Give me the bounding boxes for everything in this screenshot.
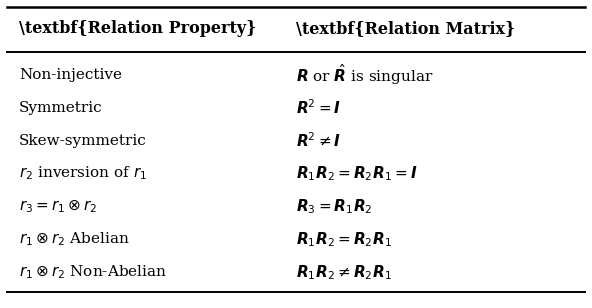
Text: Skew-symmetric: Skew-symmetric <box>19 134 147 148</box>
Text: $\boldsymbol{R}^2 \neq \boldsymbol{I}$: $\boldsymbol{R}^2 \neq \boldsymbol{I}$ <box>296 131 341 150</box>
Text: $r_2$ inversion of $r_1$: $r_2$ inversion of $r_1$ <box>19 165 147 182</box>
Text: \textbf{Relation Matrix}: \textbf{Relation Matrix} <box>296 20 515 37</box>
Text: \textbf{Relation Property}: \textbf{Relation Property} <box>19 20 256 37</box>
Text: $\boldsymbol{R}_1\boldsymbol{R}_2 \neq \boldsymbol{R}_2\boldsymbol{R}_1$: $\boldsymbol{R}_1\boldsymbol{R}_2 \neq \… <box>296 263 392 282</box>
Text: $\boldsymbol{R}_3 = \boldsymbol{R}_1\boldsymbol{R}_2$: $\boldsymbol{R}_3 = \boldsymbol{R}_1\bol… <box>296 197 372 216</box>
Text: $r_1 \otimes r_2$ Abelian: $r_1 \otimes r_2$ Abelian <box>19 231 130 248</box>
Text: Non-injective: Non-injective <box>19 68 122 82</box>
Text: Symmetric: Symmetric <box>19 101 102 115</box>
Text: $\boldsymbol{R}_1\boldsymbol{R}_2 = \boldsymbol{R}_2\boldsymbol{R}_1 = \boldsymb: $\boldsymbol{R}_1\boldsymbol{R}_2 = \bol… <box>296 164 417 183</box>
Text: $r_1 \otimes r_2$ Non-Abelian: $r_1 \otimes r_2$ Non-Abelian <box>19 264 168 281</box>
Text: $\boldsymbol{R}$ or $\hat{\boldsymbol{R}}$ is singular: $\boldsymbol{R}$ or $\hat{\boldsymbol{R}… <box>296 62 433 87</box>
Text: $r_3 = r_1 \otimes r_2$: $r_3 = r_1 \otimes r_2$ <box>19 198 98 215</box>
Text: $\boldsymbol{R}_1\boldsymbol{R}_2 = \boldsymbol{R}_2\boldsymbol{R}_1$: $\boldsymbol{R}_1\boldsymbol{R}_2 = \bol… <box>296 230 392 249</box>
Text: $\boldsymbol{R}^2 = \boldsymbol{I}$: $\boldsymbol{R}^2 = \boldsymbol{I}$ <box>296 98 341 117</box>
